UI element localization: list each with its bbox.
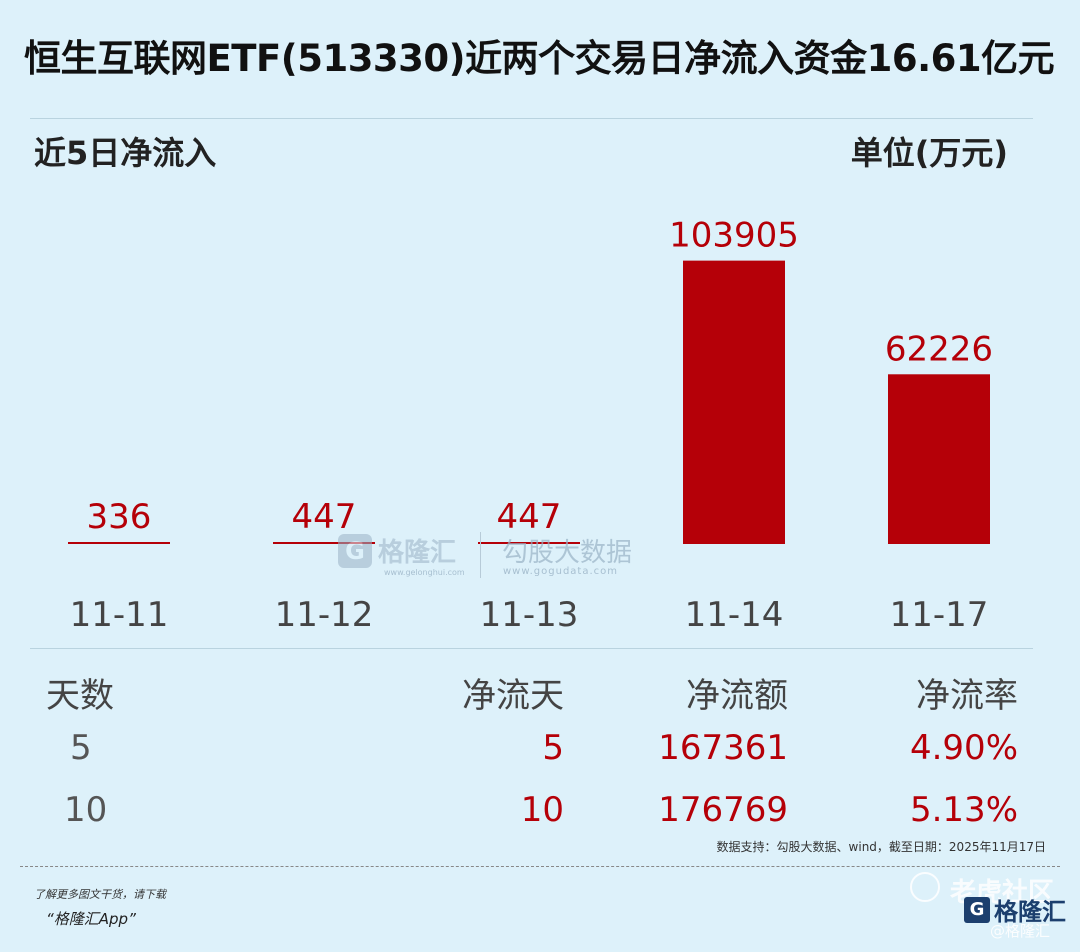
table-header-inflow-days: 净流天 [462, 676, 564, 716]
promo-line-1: 了解更多图文干货，请下载 [34, 888, 166, 901]
unit-label: 单位(万元) [850, 134, 1008, 172]
gogudata-url: www.gogudata.com [503, 566, 619, 577]
table-row-1-inflow-days: 5 [542, 728, 564, 768]
table-row-1-inflow-rate: 4.90% [909, 728, 1018, 768]
table-header-inflow-rate: 净流率 [916, 676, 1018, 716]
footer-divider [20, 866, 1060, 867]
bar-11-14 [683, 260, 785, 544]
table-row-2-inflow-amount: 176769 [658, 790, 788, 830]
table-header-days: 天数 [46, 676, 114, 716]
x-tick-label-11-11: 11-11 [70, 595, 169, 635]
tiger-community-icon [910, 872, 940, 902]
x-tick-label-11-13: 11-13 [480, 595, 579, 635]
table-row-1-inflow-amount: 167361 [658, 728, 788, 768]
table-row-2-inflow-days: 10 [520, 790, 564, 830]
title-divider [30, 118, 1033, 119]
gelonghui-corner-logo-icon: G [964, 896, 990, 923]
gelonghui-watermark-text: 格隆汇 [378, 538, 457, 568]
data-label-11-14: 103905 [669, 216, 799, 256]
x-tick-label-11-17: 11-17 [890, 595, 989, 635]
data-label-11-17: 62226 [885, 329, 993, 369]
gelonghui-corner-logo: G 格隆汇 [964, 892, 1066, 927]
gelonghui-handle: @格隆汇 [990, 922, 1051, 940]
x-tick-label-11-14: 11-14 [685, 595, 784, 635]
gelonghui-url: www.gelonghui.com [384, 568, 465, 577]
promo-line-2: “格隆汇App” [46, 910, 136, 928]
table-row-1-days: 5 [70, 728, 92, 768]
table-row-2-inflow-rate: 5.13% [909, 790, 1018, 830]
gelonghui-corner-logo-text: 格隆汇 [994, 898, 1066, 926]
bar-11-17 [888, 374, 990, 544]
watermark-separator [480, 532, 481, 578]
table-header-inflow-amount: 净流额 [686, 676, 788, 716]
x-tick-label-11-12: 11-12 [275, 595, 374, 635]
data-source-note: 数据支持：勾股大数据、wind，截至日期：2025年11月17日 [716, 840, 1046, 854]
gelonghui-watermark: G 格隆汇 [338, 532, 456, 569]
chart-title: 近5日净流入 [34, 134, 217, 172]
net-inflow-bar-chart: 336 11-11 447 11-12 447 11-13 103905 11-14 62226… [68, 216, 993, 635]
bar-11-11 [68, 542, 170, 544]
data-label-11-13: 447 [497, 497, 562, 537]
gelonghui-logo-icon: G [338, 533, 372, 568]
page-title: 恒生互联网ETF(513330)近两个交易日净流入资金16.61亿元 [24, 37, 1055, 80]
bar-11-12 [273, 542, 375, 544]
bar-11-13 [478, 542, 580, 544]
data-label-11-12: 447 [292, 497, 357, 537]
chart-table-divider [30, 648, 1033, 649]
table-row-2-days: 10 [64, 790, 108, 830]
gogudata-watermark: 勾股大数据 [502, 538, 633, 568]
data-label-11-11: 336 [87, 497, 152, 537]
